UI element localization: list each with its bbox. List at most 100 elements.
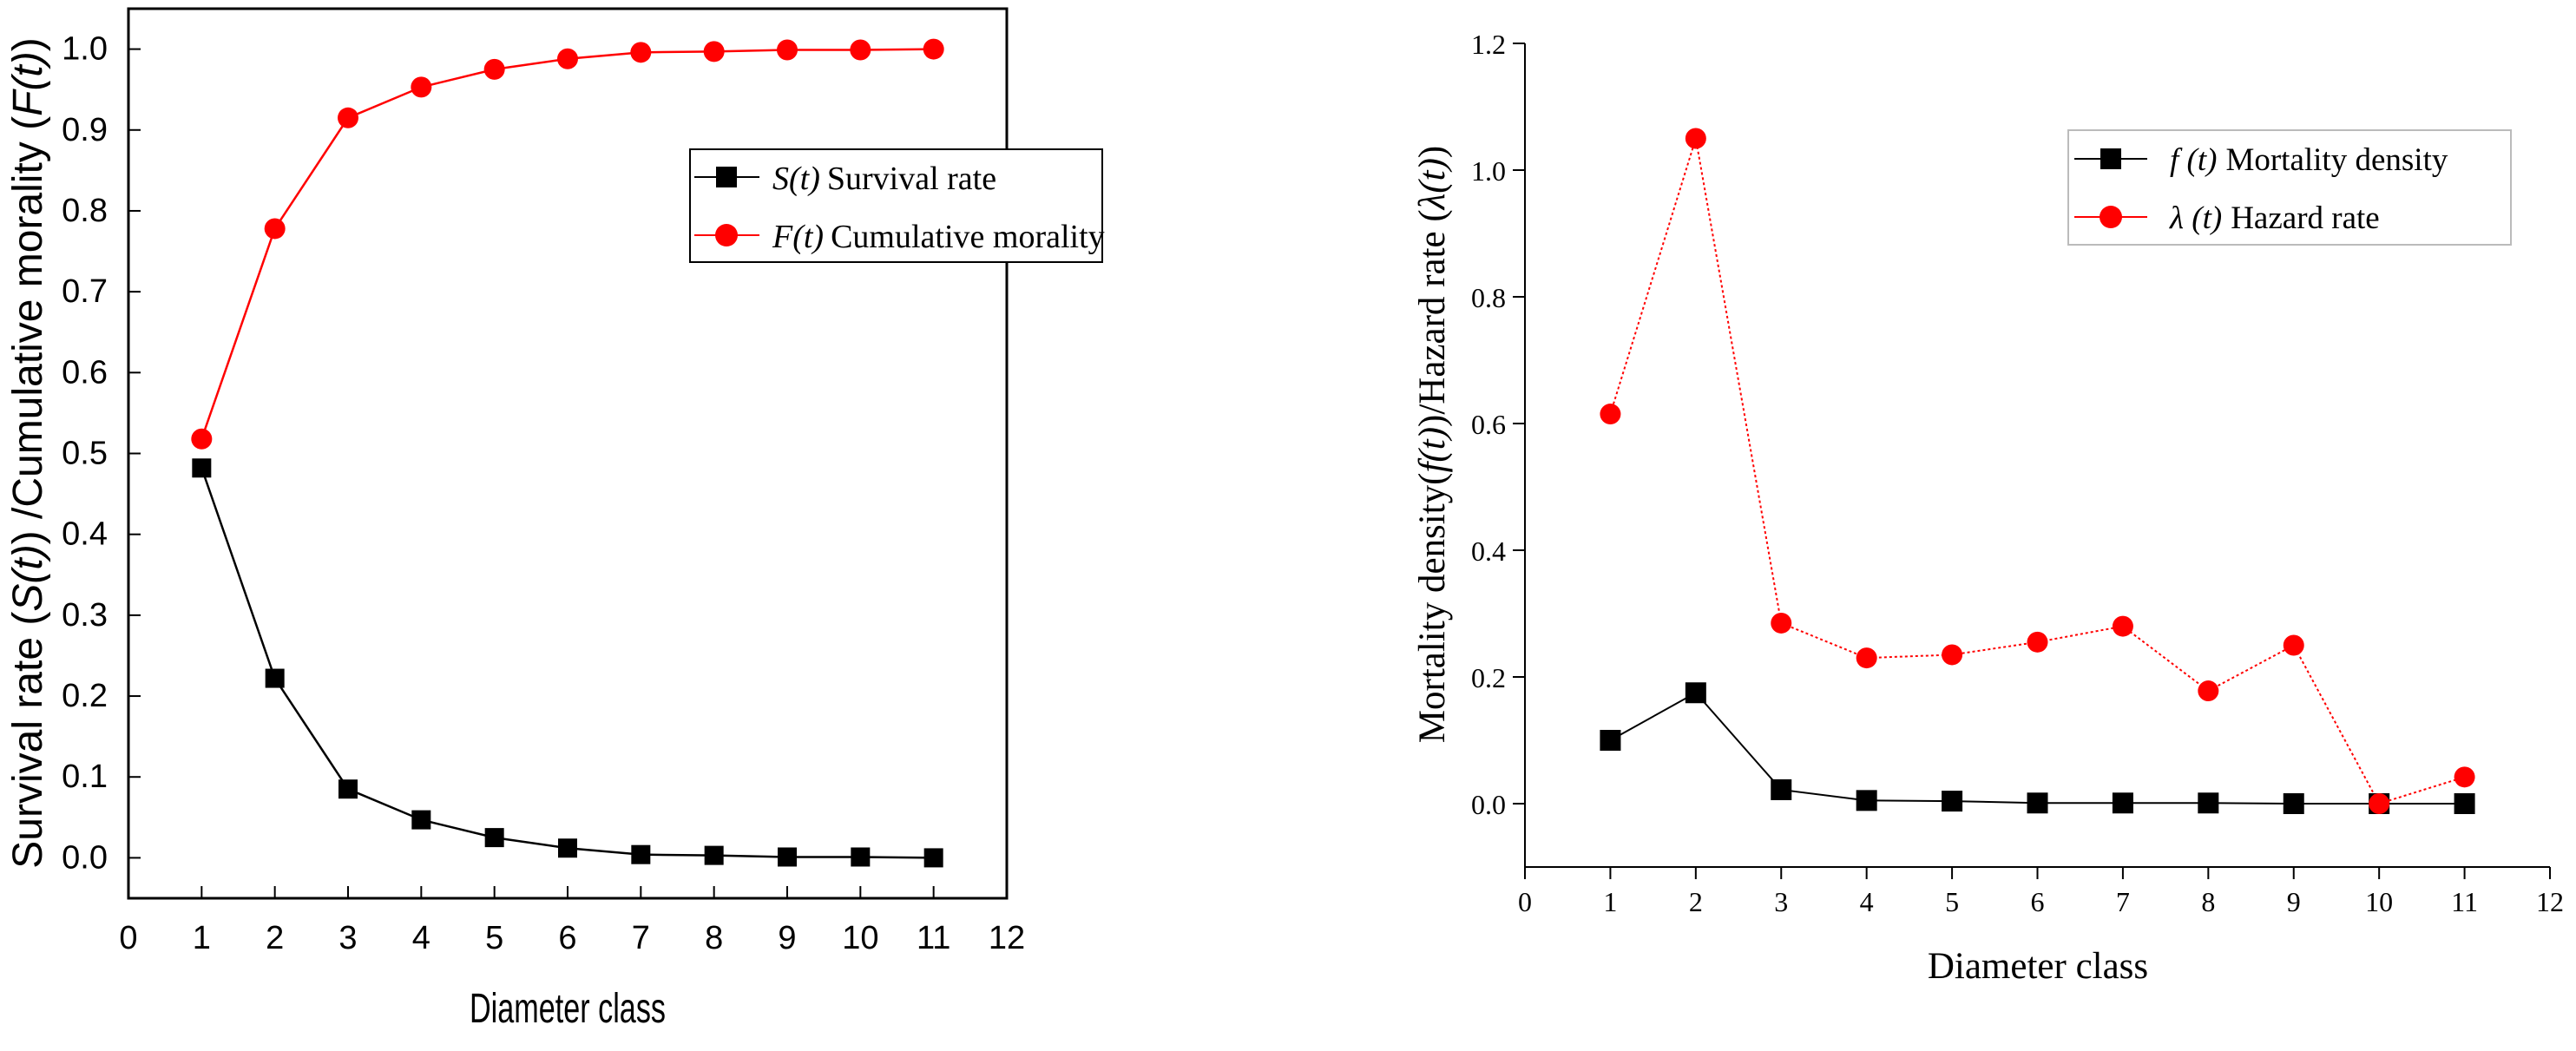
mortality-legend-label-h: λ (t) Hazard rate bbox=[2169, 200, 2380, 236]
survival-point bbox=[191, 428, 213, 450]
mortality-x-tick-label: 5 bbox=[1945, 886, 1959, 917]
mortality-y-tick-label: 0.4 bbox=[1471, 535, 1506, 567]
survival-y-tick-label: 0.2 bbox=[62, 678, 108, 714]
survival-y-label-sym1: S(t) bbox=[5, 544, 51, 611]
survival-y-tick-label: 0.9 bbox=[62, 112, 108, 148]
mortality-x-tick-label: 7 bbox=[2116, 886, 2130, 917]
mortality-legend-text-h: Hazard rate bbox=[2231, 200, 2380, 236]
mortality-point bbox=[2198, 680, 2219, 702]
mortality-x-tick-label: 9 bbox=[2287, 886, 2301, 917]
mortality-point bbox=[2283, 634, 2304, 656]
survival-point bbox=[851, 847, 871, 867]
mortality-legend-symbol-f: f (t) bbox=[2170, 142, 2217, 178]
survival-x-tick-label: 11 bbox=[917, 920, 950, 956]
survival-x-tick-label: 5 bbox=[485, 920, 503, 956]
survival-y-tick-label: 0.4 bbox=[62, 516, 108, 553]
mortality-x-tick-label: 11 bbox=[2451, 886, 2478, 917]
mortality-point bbox=[2027, 792, 2048, 814]
survival-legend-text-f: Cumulative morality bbox=[831, 219, 1105, 255]
mortality-point bbox=[2027, 631, 2048, 653]
survival-point bbox=[630, 42, 652, 63]
survival-y-tick-label: 0.0 bbox=[62, 839, 108, 876]
mortality-x-tick-label: 6 bbox=[2031, 886, 2045, 917]
survival-point bbox=[778, 847, 797, 867]
mortality-point bbox=[2454, 766, 2475, 788]
mortality-point bbox=[1685, 682, 1706, 704]
survival-x-tick-label: 4 bbox=[412, 920, 430, 956]
survival-point bbox=[338, 107, 358, 128]
survival-point bbox=[411, 76, 432, 98]
mortality-point bbox=[1600, 404, 1621, 425]
mortality-point bbox=[2454, 793, 2475, 814]
mortality-chart: 0 1 2 3 4 5 6 7 8 9 10 11 12 0.00.20.40.60.81.01.2 D… bbox=[1412, 29, 2564, 987]
survival-point bbox=[557, 48, 578, 69]
mortality-legend-label-f: f (t) Mortality density bbox=[2170, 142, 2448, 178]
survival-x-tick-label: 2 bbox=[266, 920, 284, 956]
mortality-legend-marker-h bbox=[2100, 206, 2122, 228]
mortality-legend: f (t) Mortality density λ (t) Hazard rate bbox=[2067, 129, 2512, 246]
mortality-legend-marker-f bbox=[2100, 148, 2121, 169]
mortality-x-tick-label: 0 bbox=[1518, 886, 1532, 917]
survival-point bbox=[411, 810, 431, 830]
survival-legend-marker-f bbox=[715, 224, 738, 246]
mortality-x-tick-label: 4 bbox=[1860, 886, 1874, 917]
survival-y-tick-label: 0.8 bbox=[62, 193, 108, 229]
mortality-legend-text-f: Mortality density bbox=[2225, 142, 2448, 178]
mortality-x-tick-label: 12 bbox=[2536, 886, 2564, 917]
mortality-point bbox=[2283, 793, 2304, 814]
mortality-point bbox=[2369, 793, 2390, 814]
mortality-legend-box bbox=[2067, 129, 2512, 246]
mortality-point bbox=[1771, 612, 1792, 634]
mortality-x-tick-label: 2 bbox=[1689, 886, 1703, 917]
survival-x-axis-label: Diameter class bbox=[470, 986, 666, 1032]
mortality-point bbox=[2198, 792, 2219, 814]
survival-y-tick-label: 0.6 bbox=[62, 354, 108, 391]
survival-point bbox=[850, 39, 871, 61]
mortality-y-label-part3: ) bbox=[1412, 146, 1453, 158]
mortality-x-axis-label: Diameter class bbox=[1928, 946, 2148, 987]
survival-y-axis-label: Survival rate (S(t)) /Cumulative moralit… bbox=[5, 37, 51, 868]
mortality-point bbox=[1600, 730, 1621, 751]
survival-y-tick-label: 0.7 bbox=[62, 273, 108, 310]
survival-x-tick-label: 7 bbox=[632, 920, 650, 956]
mortality-y-tick-label: 0.0 bbox=[1471, 789, 1506, 820]
mortality-y-label-part2: )/Hazard rate ( bbox=[1412, 209, 1453, 427]
mortality-x-tick-label: 10 bbox=[2365, 886, 2393, 917]
survival-point bbox=[483, 58, 505, 80]
survival-point bbox=[923, 38, 944, 60]
survival-legend-text-s: Survival rate bbox=[827, 161, 996, 197]
survival-y-tick-label: 0.5 bbox=[62, 436, 108, 472]
mortality-x-tick-label: 8 bbox=[2201, 886, 2215, 917]
survival-y-label-sym2: F(t) bbox=[5, 51, 51, 116]
survival-y-tick-label: 0.3 bbox=[62, 597, 108, 634]
mortality-point bbox=[2112, 615, 2133, 637]
survival-point bbox=[264, 218, 286, 240]
survival-legend-label-s: S(t) Survival rate bbox=[772, 161, 996, 197]
mortality-point bbox=[1685, 128, 1706, 149]
survival-x-tick-label: 3 bbox=[338, 920, 357, 956]
mortality-x-tick-label: 3 bbox=[1774, 886, 1788, 917]
survival-legend-symbol-f: F(t) bbox=[772, 219, 824, 255]
survival-point bbox=[703, 41, 725, 62]
mortality-x-tick-label: 1 bbox=[1603, 886, 1617, 917]
mortality-y-tick-label: 0.8 bbox=[1471, 282, 1506, 313]
survival-point bbox=[777, 39, 798, 61]
survival-legend: S(t) Survival rate F(t) Cumulative moralit… bbox=[689, 148, 1105, 263]
survival-point bbox=[923, 848, 943, 868]
survival-point bbox=[704, 845, 724, 865]
survival-y-label-part2: ) /Cumulative morality ( bbox=[5, 116, 51, 544]
survival-x-tick-label: 8 bbox=[705, 920, 723, 956]
mortality-y-tick-label: 1.0 bbox=[1471, 155, 1506, 187]
mortality-y-label-sym2: λ(t) bbox=[1412, 158, 1453, 211]
survival-x-tick-label: 0 bbox=[119, 920, 137, 956]
survival-point bbox=[192, 458, 212, 478]
survival-legend-label-f: F(t) Cumulative morality bbox=[772, 219, 1105, 255]
survival-chart: 0 1 2 3 4 5 6 7 8 9 10 11 12 0.00.10.20.30.40.50.60.… bbox=[5, 7, 1105, 1032]
mortality-y-tick-label: 0.2 bbox=[1471, 662, 1506, 693]
survival-point bbox=[265, 668, 285, 688]
survival-x-tick-label: 12 bbox=[989, 920, 1025, 956]
survival-y-tick-label: 1.0 bbox=[62, 31, 108, 68]
mortality-point bbox=[1771, 778, 1792, 800]
survival-x-tick-label: 9 bbox=[778, 920, 796, 956]
